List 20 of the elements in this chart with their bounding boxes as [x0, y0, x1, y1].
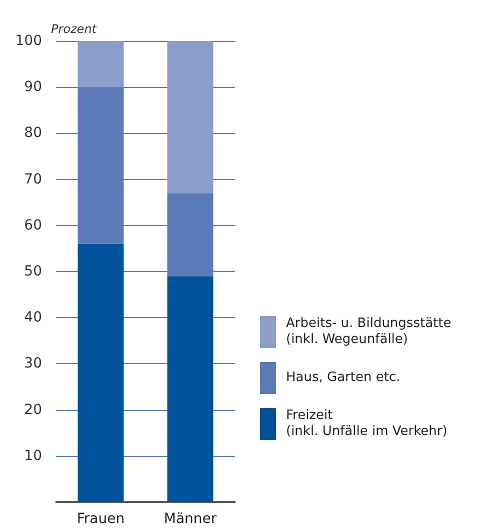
bar — [78, 244, 124, 502]
y-tick-label: 30 — [24, 356, 42, 372]
y-tick-label: 90 — [24, 79, 42, 96]
text: Haus, Garten etc. — [286, 370, 400, 386]
x-tick-label: Frauen — [76, 511, 125, 527]
y-tick-label: 40 — [24, 310, 42, 326]
bar — [167, 41, 214, 194]
y-tick-label: 10 — [24, 448, 42, 464]
y-axis-title: Prozent — [51, 22, 98, 36]
y-tick-label: 50 — [24, 264, 42, 280]
y-tick-label: 80 — [24, 125, 42, 142]
bar — [167, 276, 214, 502]
y-tick-label: 70 — [24, 171, 42, 188]
y-tick-label: 20 — [24, 402, 42, 418]
text: Arbeits- u. Bildungsstätte (inkl. Wegeunfälle) — [286, 316, 452, 348]
text: Freizeit (inkl. Unfälle im Verkehr) — [286, 408, 448, 440]
y-tick-label: 60 — [24, 217, 42, 234]
x-tick-label: Männer — [164, 511, 217, 527]
bar — [78, 41, 124, 88]
y-tick-label: 100 — [15, 33, 42, 49]
